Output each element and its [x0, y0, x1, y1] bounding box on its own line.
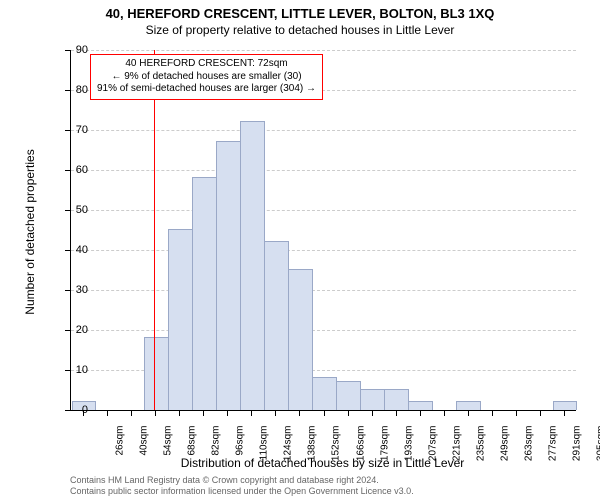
footer-attribution: Contains HM Land Registry data © Crown c… — [70, 475, 414, 497]
histogram-bar — [264, 241, 289, 410]
x-tick-label: 305sqm — [595, 426, 600, 466]
y-tick — [65, 210, 71, 211]
histogram-bar — [312, 377, 337, 410]
histogram-bar — [384, 389, 409, 410]
footer-line-1: Contains HM Land Registry data © Crown c… — [70, 475, 414, 486]
y-tick — [65, 370, 71, 371]
histogram-bar — [144, 337, 169, 410]
x-tick — [468, 410, 469, 416]
x-tick-label: 277sqm — [547, 426, 558, 466]
page-title: 40, HEREFORD CRESCENT, LITTLE LEVER, BOL… — [0, 0, 600, 21]
histogram-bar — [456, 401, 481, 410]
histogram-bar — [240, 121, 265, 410]
chart-area: 40 HEREFORD CRESCENT: 72sqm ← 9% of deta… — [70, 50, 575, 410]
y-tick-label: 40 — [76, 244, 88, 256]
y-tick-label: 10 — [76, 364, 88, 376]
annotation-line-1: 40 HEREFORD CRESCENT: 72sqm — [97, 58, 316, 71]
x-tick — [107, 410, 108, 416]
x-tick-label: 291sqm — [571, 426, 582, 466]
x-tick-label: 110sqm — [259, 426, 270, 466]
x-tick-label: 179sqm — [379, 426, 390, 466]
x-tick — [420, 410, 421, 416]
footer-line-2: Contains public sector information licen… — [70, 486, 414, 497]
histogram-bar — [168, 229, 193, 410]
histogram-bar — [288, 269, 313, 410]
histogram-bar — [336, 381, 361, 410]
y-tick-label: 20 — [76, 324, 88, 336]
x-tick — [251, 410, 252, 416]
x-tick — [324, 410, 325, 416]
grid-line — [71, 290, 576, 291]
x-tick-label: 249sqm — [499, 426, 510, 466]
y-tick-label: 0 — [82, 404, 88, 416]
x-tick-label: 68sqm — [187, 426, 198, 466]
y-tick-label: 80 — [76, 84, 88, 96]
grid-line — [71, 210, 576, 211]
x-tick-label: 54sqm — [163, 426, 174, 466]
x-tick-label: 152sqm — [331, 426, 342, 466]
y-tick — [65, 130, 71, 131]
x-tick-label: 193sqm — [403, 426, 414, 466]
x-tick-label: 263sqm — [523, 426, 534, 466]
chart-container: 40, HEREFORD CRESCENT, LITTLE LEVER, BOL… — [0, 0, 600, 500]
y-tick-label: 70 — [76, 124, 88, 136]
x-tick — [372, 410, 373, 416]
histogram-bar — [216, 141, 241, 410]
histogram-bar — [192, 177, 217, 410]
grid-line — [71, 170, 576, 171]
histogram-bar — [360, 389, 385, 410]
x-tick — [444, 410, 445, 416]
grid-line — [71, 330, 576, 331]
y-axis-title: Number of detached properties — [23, 132, 37, 332]
y-tick — [65, 290, 71, 291]
y-tick — [65, 170, 71, 171]
y-tick-label: 50 — [76, 204, 88, 216]
grid-line — [71, 50, 576, 51]
x-tick-label: 235sqm — [475, 426, 486, 466]
y-tick — [65, 330, 71, 331]
x-tick — [179, 410, 180, 416]
y-tick-label: 90 — [76, 44, 88, 56]
x-tick — [540, 410, 541, 416]
x-tick — [348, 410, 349, 416]
page-subtitle: Size of property relative to detached ho… — [0, 21, 600, 37]
x-tick-label: 96sqm — [235, 426, 246, 466]
x-tick — [396, 410, 397, 416]
reference-line — [154, 50, 155, 410]
y-tick — [65, 50, 71, 51]
y-tick — [65, 250, 71, 251]
x-tick-label: 124sqm — [283, 426, 294, 466]
x-tick — [155, 410, 156, 416]
x-tick — [227, 410, 228, 416]
plot-region — [70, 50, 576, 411]
x-tick — [492, 410, 493, 416]
y-tick-label: 60 — [76, 164, 88, 176]
y-tick — [65, 90, 71, 91]
histogram-bar — [408, 401, 433, 410]
x-tick-label: 40sqm — [139, 426, 150, 466]
histogram-bar — [553, 401, 578, 410]
x-tick-label: 221sqm — [451, 426, 462, 466]
x-tick — [299, 410, 300, 416]
x-tick-label: 138sqm — [307, 426, 318, 466]
x-tick — [203, 410, 204, 416]
x-tick-label: 82sqm — [211, 426, 222, 466]
grid-line — [71, 250, 576, 251]
y-tick — [65, 410, 71, 411]
annotation-box: 40 HEREFORD CRESCENT: 72sqm ← 9% of deta… — [90, 54, 323, 100]
grid-line — [71, 130, 576, 131]
x-tick — [275, 410, 276, 416]
x-tick-label: 166sqm — [355, 426, 366, 466]
x-tick — [131, 410, 132, 416]
y-tick-label: 30 — [76, 284, 88, 296]
x-tick-label: 207sqm — [427, 426, 438, 466]
x-tick-label: 26sqm — [115, 426, 126, 466]
x-tick — [516, 410, 517, 416]
x-tick — [564, 410, 565, 416]
annotation-line-3: 91% of semi-detached houses are larger (… — [97, 83, 316, 96]
annotation-line-2: ← 9% of detached houses are smaller (30) — [97, 71, 316, 84]
